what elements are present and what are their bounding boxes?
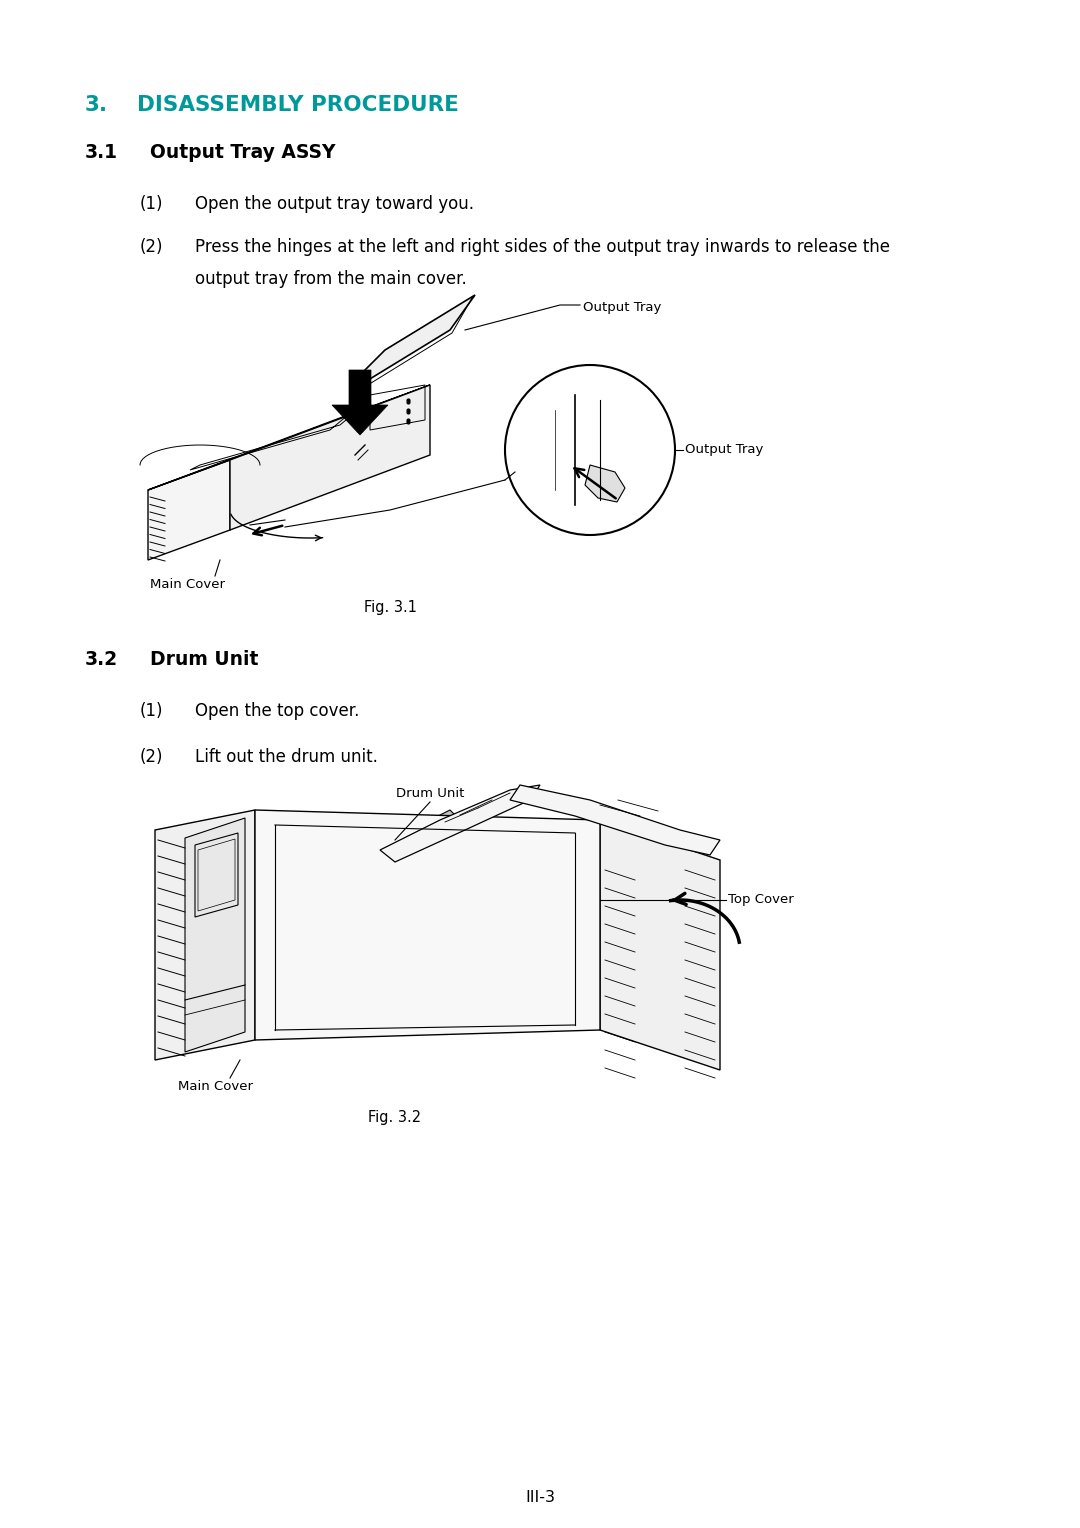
Text: Top Cover: Top Cover xyxy=(728,894,794,906)
Polygon shape xyxy=(230,385,430,530)
Circle shape xyxy=(505,365,675,535)
Text: Open the output tray toward you.: Open the output tray toward you. xyxy=(195,196,474,212)
Text: Open the top cover.: Open the top cover. xyxy=(195,701,360,720)
Polygon shape xyxy=(185,817,245,1051)
Text: Main Cover: Main Cover xyxy=(177,1080,253,1093)
Text: (1): (1) xyxy=(140,196,163,212)
Polygon shape xyxy=(420,810,460,834)
Text: 3.: 3. xyxy=(85,95,108,115)
Text: Fig. 3.1: Fig. 3.1 xyxy=(364,601,417,614)
Text: Output Tray: Output Tray xyxy=(583,301,661,315)
Polygon shape xyxy=(510,785,720,856)
Text: Output Tray ASSY: Output Tray ASSY xyxy=(150,144,336,162)
Text: III-3: III-3 xyxy=(525,1490,555,1505)
Text: (1): (1) xyxy=(140,701,163,720)
Text: Output Tray: Output Tray xyxy=(685,443,764,457)
Text: 3.2: 3.2 xyxy=(85,649,118,669)
Text: Main Cover: Main Cover xyxy=(150,578,225,591)
Text: DISASSEMBLY PROCEDURE: DISASSEMBLY PROCEDURE xyxy=(137,95,459,115)
Polygon shape xyxy=(585,465,625,503)
Polygon shape xyxy=(600,821,720,1070)
Text: output tray from the main cover.: output tray from the main cover. xyxy=(195,270,467,287)
Polygon shape xyxy=(280,821,450,882)
Polygon shape xyxy=(156,810,255,1060)
Text: Drum Unit: Drum Unit xyxy=(150,649,258,669)
Text: (2): (2) xyxy=(140,238,163,257)
Text: (2): (2) xyxy=(140,749,163,766)
Polygon shape xyxy=(330,869,390,895)
Polygon shape xyxy=(360,295,475,385)
Text: Lift out the drum unit.: Lift out the drum unit. xyxy=(195,749,378,766)
Polygon shape xyxy=(332,370,388,435)
Text: Fig. 3.2: Fig. 3.2 xyxy=(368,1109,421,1125)
Polygon shape xyxy=(380,785,540,862)
Polygon shape xyxy=(148,385,430,490)
Text: Press the hinges at the left and right sides of the output tray inwards to relea: Press the hinges at the left and right s… xyxy=(195,238,890,257)
Text: 3.1: 3.1 xyxy=(85,144,118,162)
FancyArrowPatch shape xyxy=(575,468,616,498)
Polygon shape xyxy=(255,810,600,1041)
Text: Drum Unit: Drum Unit xyxy=(395,787,464,801)
Polygon shape xyxy=(148,460,230,559)
Polygon shape xyxy=(280,834,450,927)
FancyArrowPatch shape xyxy=(254,526,282,535)
